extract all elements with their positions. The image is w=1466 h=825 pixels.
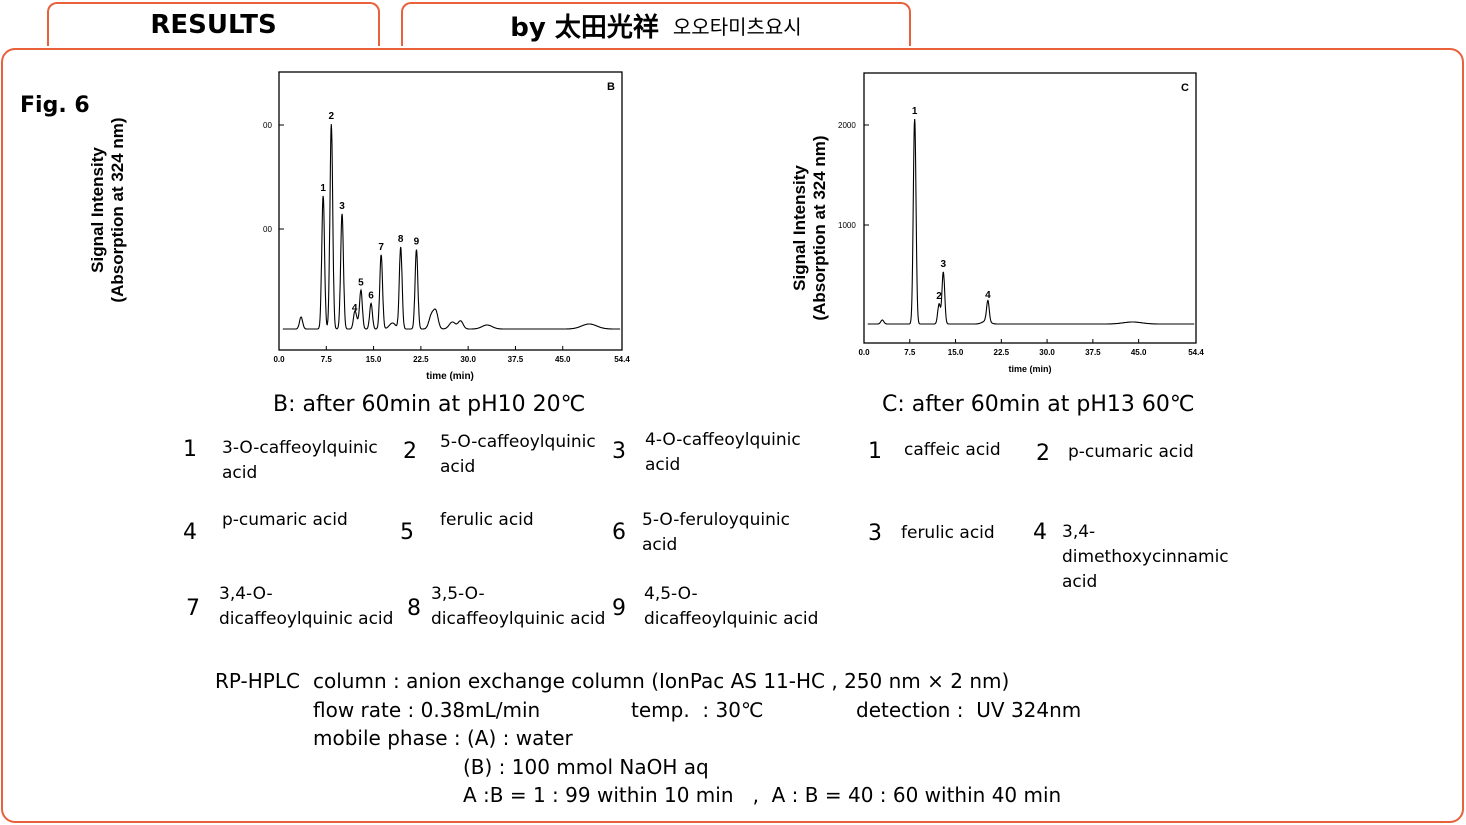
chart-c-ylabel-2: (Absorption at 324 nm) (810, 135, 829, 321)
chart-c-ytick-1: 1000 (838, 221, 856, 230)
chart-c-xtick-6: 45.0 (1131, 348, 1147, 357)
compound-b4-name: p-cumaric acid (222, 510, 348, 530)
compound-b5-name: ferulic acid (440, 510, 534, 530)
author-korean: 오오타미츠요시 (672, 14, 802, 39)
tab-results[interactable]: RESULTS (47, 2, 380, 46)
compound-b7-name: 3,4-O-dicaffeoylquinic acid (219, 584, 394, 629)
chart-c: C 2000 1000 0.0 7.5 15.0 22.5 30.0 37.5 45.0 54… (790, 62, 1230, 382)
compound-b2-name: 5-O-caffeoylquinic acid (440, 432, 596, 477)
chart-c-panel-letter: C (1181, 82, 1189, 94)
chart-c-frame (863, 72, 1197, 344)
tab-results-label: RESULTS (150, 10, 277, 40)
chart-c-peak-label-3: 3 (941, 259, 947, 270)
chart-c-caption: C: after 60min at pH13 60℃ (882, 392, 1195, 417)
compound-c2-name: p-cumaric acid (1068, 442, 1194, 462)
compound-b8-name: 3,5-O-dicaffeoylquinic acid (431, 584, 606, 629)
content-panel (1, 48, 1464, 823)
compound-c4-number: 4 (1033, 520, 1047, 545)
chart-b-xtick-1: 7.5 (321, 355, 333, 364)
chart-b-panel-letter: B (607, 81, 615, 93)
chart-b-xtick-0: 0.0 (273, 355, 285, 364)
chart-b-caption: B: after 60min at pH10 20℃ (273, 392, 586, 417)
compound-b6-number: 6 (612, 520, 626, 545)
conditions-column: column : anion exchange column (IonPac A… (313, 669, 1010, 693)
chart-b-peak-label-3: 3 (339, 201, 345, 212)
chart-b-xtick-7: 54.4 (614, 355, 630, 364)
chart-b-peak-label-2: 2 (329, 111, 335, 122)
chart-b: B 00 00 0.0 7.5 15.0 22.5 30.0 37.5 45.0 54.4 1… (205, 62, 645, 382)
chart-c-svg: C 2000 1000 0.0 7.5 15.0 22.5 30.0 37.5 45.0 54… (838, 72, 1204, 374)
compound-b9-number: 9 (612, 596, 626, 621)
chart-b-ytick-1: 00 (263, 225, 272, 234)
conditions-flow-rate: flow rate : 0.38mL/min (313, 698, 541, 722)
chart-b-peak-label-1: 1 (320, 183, 326, 194)
chart-c-xtick-0: 0.0 (858, 348, 870, 357)
compound-b2-number: 2 (403, 439, 417, 464)
conditions-temp: temp. : 30℃ (631, 698, 764, 722)
chart-b-xtick-6: 45.0 (555, 355, 571, 364)
compound-c2-number: 2 (1036, 441, 1050, 466)
chart-c-peak-label-2: 2 (936, 291, 942, 302)
chart-b-xlabel: time (min) (426, 371, 474, 382)
chart-c-ytick-0: 2000 (838, 121, 856, 130)
compound-b3-name: 4-O-caffeoylquinic acid (645, 430, 801, 475)
chart-c-xtick-2: 15.0 (948, 348, 964, 357)
compound-c1-number: 1 (868, 439, 882, 464)
compound-b4-number: 4 (183, 520, 197, 545)
chart-c-xtick-1: 7.5 (904, 348, 916, 357)
chart-b-xtick-4: 30.0 (460, 355, 476, 364)
chart-b-peak-label-4: 4 (352, 303, 358, 314)
conditions-method: RP-HPLC (215, 669, 300, 693)
compound-c1-name: caffeic acid (904, 440, 1001, 460)
compound-b8-number: 8 (407, 596, 421, 621)
chart-b-trace (282, 124, 621, 330)
conditions-detection: detection : UV 324nm (856, 698, 1082, 722)
chart-c-xtick-4: 30.0 (1039, 348, 1055, 357)
compound-b1-name: 3-O-caffeoylquinic acid (222, 438, 378, 483)
chart-b-svg: B 00 00 0.0 7.5 15.0 22.5 30.0 37.5 45.0 54.4 1… (263, 71, 630, 382)
chart-c-ylabel-1: Signal Intensity (790, 165, 809, 291)
chart-c-xtick-5: 37.5 (1085, 348, 1101, 357)
compound-b1-number: 1 (183, 437, 197, 462)
chart-b-peak-label-9: 9 (414, 237, 420, 248)
chart-b-ylabel-1: Signal Intensity (88, 147, 107, 273)
chart-b-xtick-5: 37.5 (508, 355, 524, 364)
compound-b7-number: 7 (186, 596, 200, 621)
chart-b-frame (278, 71, 623, 351)
tab-author[interactable]: by 太田光祥 오오타미츠요시 (401, 2, 911, 46)
chart-c-trace (867, 118, 1195, 325)
compound-b3-number: 3 (612, 439, 626, 464)
compound-b6-name: 5-O-feruloyquinic acid (642, 510, 790, 555)
author-name: by 太田光祥 (510, 12, 659, 43)
chart-b-peak-label-6: 6 (368, 290, 374, 301)
chart-b-peak-label-7: 7 (378, 242, 384, 253)
conditions-gradient: A :B = 1 : 99 within 10 min , A : B = 40… (463, 783, 1062, 807)
chart-b-xtick-2: 15.0 (366, 355, 382, 364)
chart-b-peak-label-5: 5 (358, 278, 364, 289)
conditions-phase-b: (B) : 100 mmol NaOH aq (463, 755, 709, 779)
conditions-mobile-phase: mobile phase : (A) : water (313, 726, 573, 750)
chart-b-ylabel: Signal Intensity (Absorption at 324 nm) (88, 90, 128, 330)
chart-b-xtick-3: 22.5 (413, 355, 429, 364)
chart-c-peak-label-1: 1 (912, 106, 918, 117)
figure-label: Fig. 6 (20, 93, 90, 118)
chart-c-xlabel: time (min) (1008, 364, 1051, 374)
compound-c3-name: ferulic acid (901, 523, 995, 543)
compound-b5-number: 5 (400, 520, 414, 545)
chart-b-ytick-0: 00 (263, 121, 272, 130)
chart-c-ylabel: Signal Intensity (Absorption at 324 nm) (790, 108, 830, 348)
compound-b9-name: 4,5-O-dicaffeoylquinic acid (644, 584, 819, 629)
chart-c-xtick-7: 54.4 (1188, 348, 1204, 357)
compound-c3-number: 3 (868, 521, 882, 546)
chart-c-peak-label-4: 4 (985, 290, 991, 301)
compound-c4-name: 3,4-dimethoxycinnamic acid (1062, 522, 1229, 592)
chart-b-peak-label-8: 8 (398, 234, 404, 245)
chart-b-ylabel-2: (Absorption at 324 nm) (108, 117, 127, 303)
chart-c-xtick-3: 22.5 (994, 348, 1010, 357)
